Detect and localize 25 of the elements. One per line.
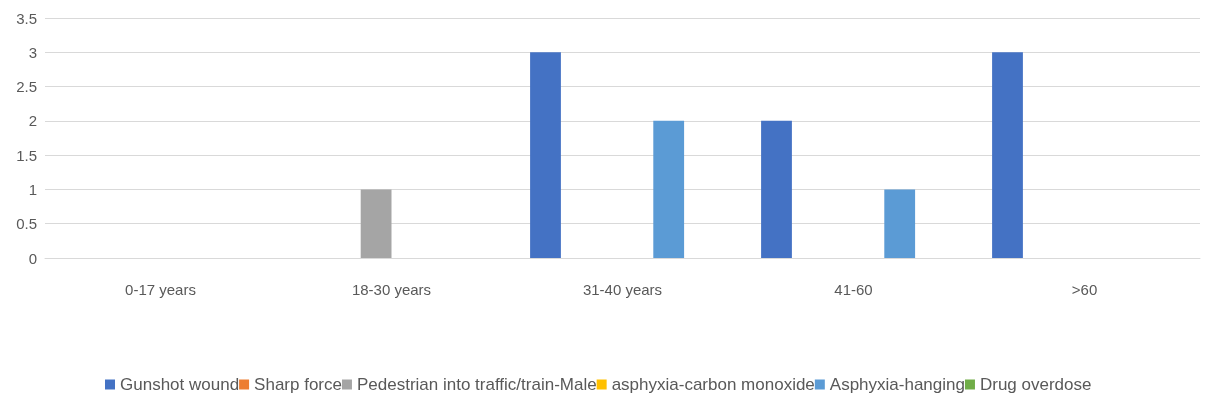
legend-label: Pedestrian into traffic/train-Male (356, 375, 597, 394)
legend-label: Gunshot wound (120, 375, 240, 394)
legend-label: asphyxia-carbon monoxide (611, 375, 815, 394)
y-tick-label: 0.5 (16, 215, 37, 233)
legend-label: Drug overdose (979, 375, 1092, 394)
y-tick-label: 1.5 (16, 146, 37, 164)
bar (992, 52, 1023, 258)
x-tick-label: 31-40 years (582, 281, 663, 298)
y-tick-label: 2.5 (16, 78, 37, 96)
legend-label: Asphyxia-hanging (829, 375, 965, 394)
y-tick-label: 3.5 (16, 9, 37, 27)
x-tick-label: 41-60 (834, 281, 873, 298)
bar (360, 189, 392, 258)
bar (884, 189, 916, 258)
x-tick-label: 18-30 years (351, 281, 432, 298)
x-tick-label: >60 (1071, 281, 1098, 298)
legend-label: Sharp force (254, 375, 342, 394)
bar (761, 120, 792, 258)
y-tick-label: 0 (28, 249, 37, 267)
y-tick-label: 3 (28, 43, 37, 61)
bar (530, 52, 561, 258)
x-tick-label: 0-17 years (125, 281, 196, 298)
y-tick-label: 1 (28, 180, 37, 198)
y-tick-label: 2 (28, 112, 37, 130)
bar (653, 120, 685, 258)
